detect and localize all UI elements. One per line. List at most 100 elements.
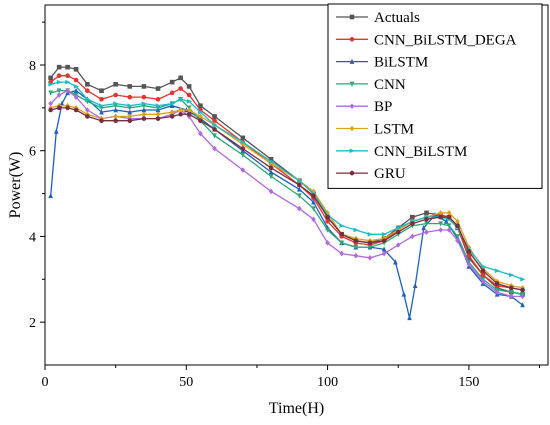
y-axis-title: Power(W) bbox=[7, 152, 24, 219]
data-point bbox=[56, 73, 62, 79]
data-point bbox=[113, 107, 118, 113]
data-point bbox=[339, 231, 345, 237]
data-point bbox=[155, 96, 161, 102]
data-point bbox=[480, 264, 486, 269]
data-point bbox=[410, 233, 415, 240]
data-point bbox=[424, 210, 429, 216]
data-point bbox=[212, 118, 217, 124]
y-tick-label: 8 bbox=[29, 59, 36, 74]
data-point bbox=[73, 77, 79, 83]
data-point bbox=[446, 223, 452, 229]
data-point bbox=[212, 122, 218, 128]
data-point bbox=[198, 109, 204, 115]
data-point bbox=[141, 94, 147, 100]
data-point bbox=[212, 133, 217, 139]
data-point bbox=[494, 268, 501, 274]
data-point bbox=[59, 100, 65, 106]
data-point bbox=[99, 96, 104, 102]
data-point bbox=[339, 240, 345, 246]
series-layer bbox=[48, 64, 526, 321]
data-point bbox=[297, 193, 302, 199]
data-point bbox=[520, 276, 526, 282]
data-point bbox=[395, 242, 401, 248]
data-point bbox=[325, 214, 330, 220]
legend-item: LSTM bbox=[336, 122, 414, 138]
data-point bbox=[297, 178, 303, 184]
data-point bbox=[446, 214, 452, 220]
data-point bbox=[85, 114, 90, 119]
data-point bbox=[446, 227, 452, 233]
legend-label: CNN_BiLSTM bbox=[374, 144, 467, 160]
legend-marker bbox=[349, 125, 355, 132]
data-point bbox=[325, 227, 330, 233]
data-point bbox=[155, 86, 161, 91]
data-point bbox=[54, 128, 59, 134]
legend-label: Actuals bbox=[374, 10, 420, 26]
data-point bbox=[198, 103, 203, 109]
legend-marker bbox=[349, 81, 355, 87]
data-point bbox=[424, 216, 429, 222]
data-point bbox=[353, 238, 359, 244]
data-point bbox=[113, 81, 118, 87]
data-point bbox=[325, 219, 330, 224]
data-point bbox=[268, 188, 274, 195]
data-point bbox=[438, 227, 443, 233]
data-point bbox=[212, 126, 217, 132]
data-point bbox=[178, 96, 184, 102]
data-point bbox=[520, 293, 525, 300]
data-point bbox=[240, 146, 246, 151]
data-point bbox=[178, 107, 183, 113]
data-point bbox=[178, 86, 183, 91]
data-point bbox=[407, 314, 412, 321]
data-point bbox=[186, 99, 193, 104]
data-point bbox=[155, 111, 161, 118]
data-point bbox=[178, 75, 183, 81]
data-point bbox=[438, 210, 443, 216]
legend-item: CNN_BiLSTM bbox=[336, 144, 467, 160]
data-point bbox=[169, 109, 175, 115]
legend-label: BP bbox=[374, 99, 392, 115]
data-point bbox=[353, 252, 359, 259]
data-point bbox=[113, 113, 118, 120]
data-point bbox=[455, 234, 460, 240]
data-point bbox=[73, 107, 79, 113]
data-point bbox=[395, 229, 401, 235]
legend-item: CNN_BiLSTM_DEGA bbox=[336, 32, 517, 48]
data-point bbox=[455, 218, 460, 225]
data-point bbox=[65, 79, 71, 85]
data-point bbox=[169, 79, 175, 85]
data-point bbox=[395, 225, 402, 231]
data-point bbox=[113, 118, 118, 124]
series-gru bbox=[48, 105, 525, 293]
data-point bbox=[73, 94, 79, 100]
data-point bbox=[367, 255, 373, 261]
data-point bbox=[198, 118, 203, 124]
data-point bbox=[65, 105, 70, 111]
data-point bbox=[268, 159, 274, 164]
data-point bbox=[455, 223, 460, 229]
data-point bbox=[56, 105, 62, 111]
data-point bbox=[240, 139, 246, 145]
data-point bbox=[99, 109, 104, 115]
legend-label: GRU bbox=[374, 166, 406, 182]
data-point bbox=[297, 205, 302, 212]
data-point bbox=[48, 107, 53, 113]
data-point bbox=[325, 240, 330, 246]
data-point bbox=[169, 101, 176, 106]
data-point bbox=[48, 100, 53, 107]
data-point bbox=[85, 107, 90, 113]
data-point bbox=[99, 88, 104, 94]
data-point bbox=[268, 156, 274, 162]
data-point bbox=[508, 285, 514, 291]
data-point bbox=[520, 287, 525, 293]
data-point bbox=[141, 107, 147, 113]
data-point bbox=[127, 118, 133, 124]
data-point bbox=[480, 278, 486, 285]
x-tick-label: 150 bbox=[458, 375, 479, 390]
data-point bbox=[367, 244, 373, 251]
x-tick-label: 0 bbox=[42, 375, 49, 390]
legend-item: Actuals bbox=[336, 10, 420, 26]
x-tick-label: 50 bbox=[179, 375, 193, 390]
data-point bbox=[268, 169, 274, 175]
data-point bbox=[438, 214, 443, 220]
